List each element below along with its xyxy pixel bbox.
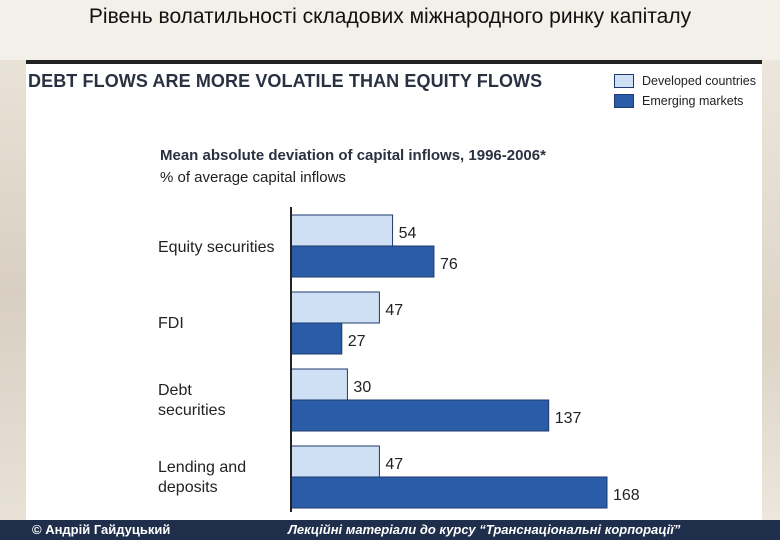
footer-bar: © Андрій Гайдуцький Лекційні матеріали д… [0,520,780,540]
data-label-developed-2: 30 [353,379,371,396]
chart-headline: DEBT FLOWS ARE MORE VOLATILE THAN EQUITY… [28,71,543,91]
category-label-fdi: FDI [158,315,184,332]
title-divider [26,60,762,64]
legend-item-developed: Developed countries [614,71,756,91]
data-label-developed-1: 47 [385,302,403,319]
background-right-strip [762,60,780,520]
chart-legend: Developed countries Emerging markets [614,71,756,111]
legend-item-emerging: Emerging markets [614,91,756,111]
data-label-emerging-1: 27 [348,333,366,350]
legend-swatch-emerging [614,94,634,108]
category-label-lending-deposits: Lending and deposits [158,459,247,496]
data-label-emerging-3: 168 [613,487,640,504]
bar-emerging-1 [290,322,343,355]
legend-label-emerging: Emerging markets [642,94,744,108]
bar-emerging-3 [290,476,608,509]
category-label-equity-securities: Equity securities [158,239,275,256]
bar-developed-2 [290,368,348,401]
bar-emerging-2 [290,399,550,432]
data-label-emerging-2: 137 [555,410,582,427]
background-left-strip [0,60,26,520]
bar-emerging-0 [290,245,435,278]
bar-developed-0 [290,214,394,247]
page-title: Рівень волатильності складових міжнародн… [88,5,692,28]
bar-developed-1 [290,291,380,324]
bar-developed-3 [290,445,380,478]
legend-label-developed: Developed countries [642,74,756,88]
data-label-developed-0: 54 [399,225,417,242]
data-label-developed-3: 47 [385,456,403,473]
chart-title: Mean absolute deviation of capital inflo… [160,147,546,164]
footer-author: © Андрій Гайдуцький [32,522,171,537]
footer-course: Лекційні матеріали до курсу “Транснаціон… [288,522,681,537]
chart-panel [26,64,762,520]
data-label-emerging-0: 76 [440,256,458,273]
chart-subtitle: % of average capital inflows [160,169,346,186]
category-label-debt-securities: Debt securities [158,382,226,419]
legend-swatch-developed [614,74,634,88]
